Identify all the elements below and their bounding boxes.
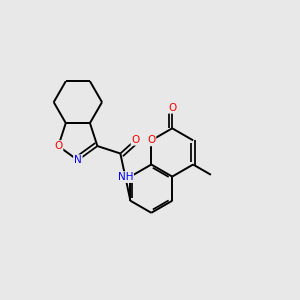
Text: NH: NH <box>118 172 133 182</box>
Text: N: N <box>74 155 82 165</box>
Text: O: O <box>54 141 62 151</box>
Text: O: O <box>168 103 176 113</box>
Text: O: O <box>131 135 140 145</box>
Text: O: O <box>147 135 155 146</box>
